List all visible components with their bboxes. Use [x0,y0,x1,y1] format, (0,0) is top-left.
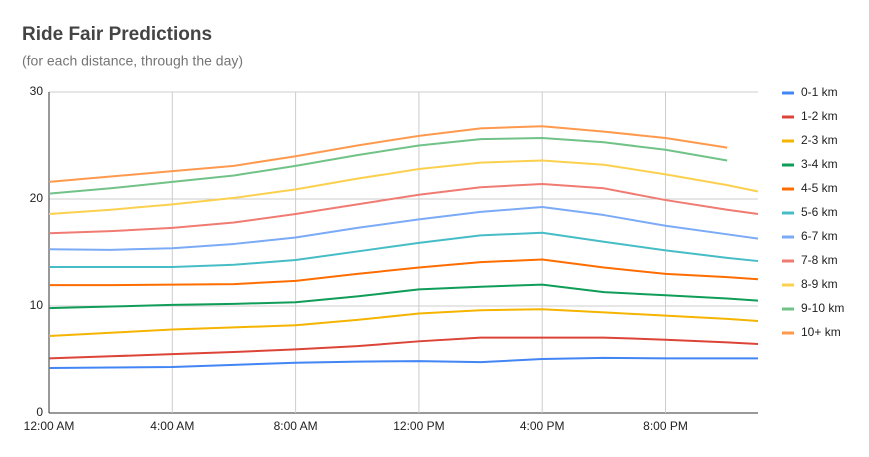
legend-label: 0-1 km [801,85,838,99]
legend-label: 3-4 km [801,157,838,171]
y-tick-label: 0 [36,405,43,419]
x-tick-label: 8:00 PM [643,419,688,433]
chart-subtitle: (for each distance, through the day) [22,53,243,69]
legend-label: 8-9 km [801,277,838,291]
y-tick-label: 30 [30,84,44,98]
x-tick-label: 4:00 AM [150,419,194,433]
legend-label: 9-10 km [801,301,844,315]
series-line [48,183,759,235]
series-line [48,283,759,310]
legend-label: 6-7 km [801,229,838,243]
x-tick-label: 8:00 AM [274,419,318,433]
series-line [48,336,759,360]
legend-label: 10+ km [801,325,841,339]
y-tick-label: 10 [30,298,44,312]
x-tick-label: 4:00 PM [520,419,565,433]
legend-label: 2-3 km [801,133,838,147]
chart-title: Ride Fair Predictions [22,24,212,45]
series-line [48,137,728,195]
legend-label: 5-6 km [801,205,838,219]
series-line [49,231,759,268]
series-line [48,308,759,337]
x-tick-label: 12:00 PM [393,419,444,433]
y-tick-label: 20 [30,191,44,205]
legend-label: 7-8 km [801,253,838,267]
legend-label: 4-5 km [801,181,838,195]
legend-label: 1-2 km [801,109,838,123]
x-tick-label: 12:00 AM [24,419,75,433]
series-line [48,206,759,251]
series-line [48,159,759,215]
series-line [48,125,728,183]
series-line [49,258,759,287]
series-line [48,356,758,370]
